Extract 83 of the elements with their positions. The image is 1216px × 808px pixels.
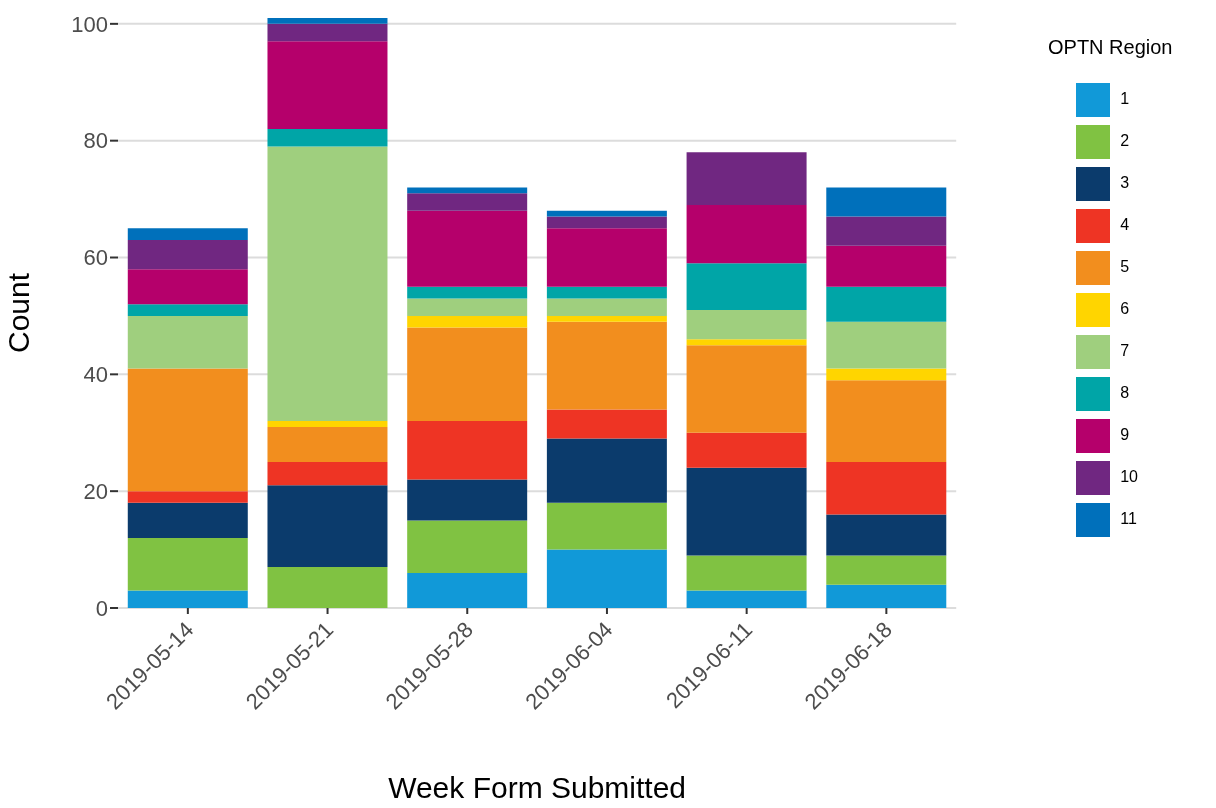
- bar: [546, 549, 667, 608]
- bar: [127, 502, 248, 538]
- bar: [407, 210, 528, 287]
- bar: [407, 520, 528, 573]
- bar: [826, 514, 947, 556]
- x-axis-title: Week Form Submitted: [388, 771, 687, 804]
- bar: [267, 23, 388, 42]
- bar: [546, 502, 667, 550]
- bar: [546, 228, 667, 287]
- bar: [686, 204, 807, 264]
- bar: [127, 269, 248, 305]
- y-axis-title: Count: [1, 272, 35, 354]
- y-tick-label: 100: [71, 11, 108, 37]
- bar: [407, 327, 528, 422]
- bar: [407, 286, 528, 299]
- legend-label: 9: [1120, 426, 1130, 443]
- bar: [267, 461, 388, 486]
- bar: [826, 584, 947, 608]
- bar: [267, 41, 388, 129]
- bar: [407, 315, 528, 328]
- bar: [826, 245, 947, 287]
- bar: [826, 461, 947, 515]
- bar: [267, 421, 388, 427]
- bar: [127, 537, 248, 591]
- bar: [407, 193, 528, 211]
- bar: [826, 555, 947, 585]
- bar: [686, 590, 807, 608]
- bar: [546, 315, 667, 322]
- bar: [267, 485, 388, 568]
- y-tick-label: 80: [83, 128, 108, 154]
- bar: [686, 263, 807, 311]
- bar: [127, 304, 248, 316]
- y-tick-label: 20: [83, 478, 108, 504]
- bar: [546, 210, 667, 217]
- bar: [546, 409, 667, 439]
- bar: [127, 315, 248, 369]
- bar: [546, 216, 667, 229]
- y-tick-label: 60: [83, 245, 108, 271]
- bar: [267, 128, 388, 147]
- bar: [686, 339, 807, 346]
- bar: [267, 426, 388, 462]
- bar: [826, 380, 947, 462]
- bar: [127, 368, 248, 492]
- bar: [826, 286, 947, 322]
- bar: [546, 286, 667, 299]
- bar: [826, 216, 947, 246]
- legend-label: 5: [1120, 258, 1130, 275]
- bar: [826, 187, 947, 217]
- bar: [407, 421, 528, 480]
- y-tick-label: 40: [83, 362, 108, 388]
- bar: [127, 239, 248, 270]
- bar: [127, 491, 248, 503]
- legend-label: 11: [1120, 510, 1137, 527]
- bar: [686, 310, 807, 340]
- bar: [546, 321, 667, 410]
- bar: [686, 555, 807, 591]
- bar: [407, 479, 528, 521]
- legend-label: 7: [1120, 342, 1130, 359]
- bar: [826, 368, 947, 381]
- bar: [407, 298, 528, 316]
- bar: [546, 298, 667, 316]
- legend-label: 4: [1120, 216, 1130, 233]
- bar: [127, 228, 248, 240]
- legend-label: 2: [1120, 132, 1130, 149]
- bar: [267, 146, 388, 422]
- bar: [127, 590, 248, 608]
- bar: [686, 152, 807, 205]
- legend-label: 10: [1120, 468, 1138, 485]
- bar: [267, 18, 388, 24]
- legend-label: 8: [1120, 384, 1130, 401]
- legend-label: 6: [1120, 300, 1130, 317]
- legend-title: OPTN Region: [1048, 36, 1173, 59]
- bar: [826, 321, 947, 369]
- bar: [686, 467, 807, 556]
- legend-label: 3: [1120, 174, 1130, 191]
- y-tick-label: 0: [95, 595, 108, 621]
- bar: [407, 572, 528, 608]
- bar: [686, 345, 807, 433]
- bar: [267, 567, 388, 608]
- bar: [686, 432, 807, 468]
- bar: [407, 187, 528, 194]
- legend-label: 1: [1120, 90, 1130, 107]
- bar: [546, 438, 667, 503]
